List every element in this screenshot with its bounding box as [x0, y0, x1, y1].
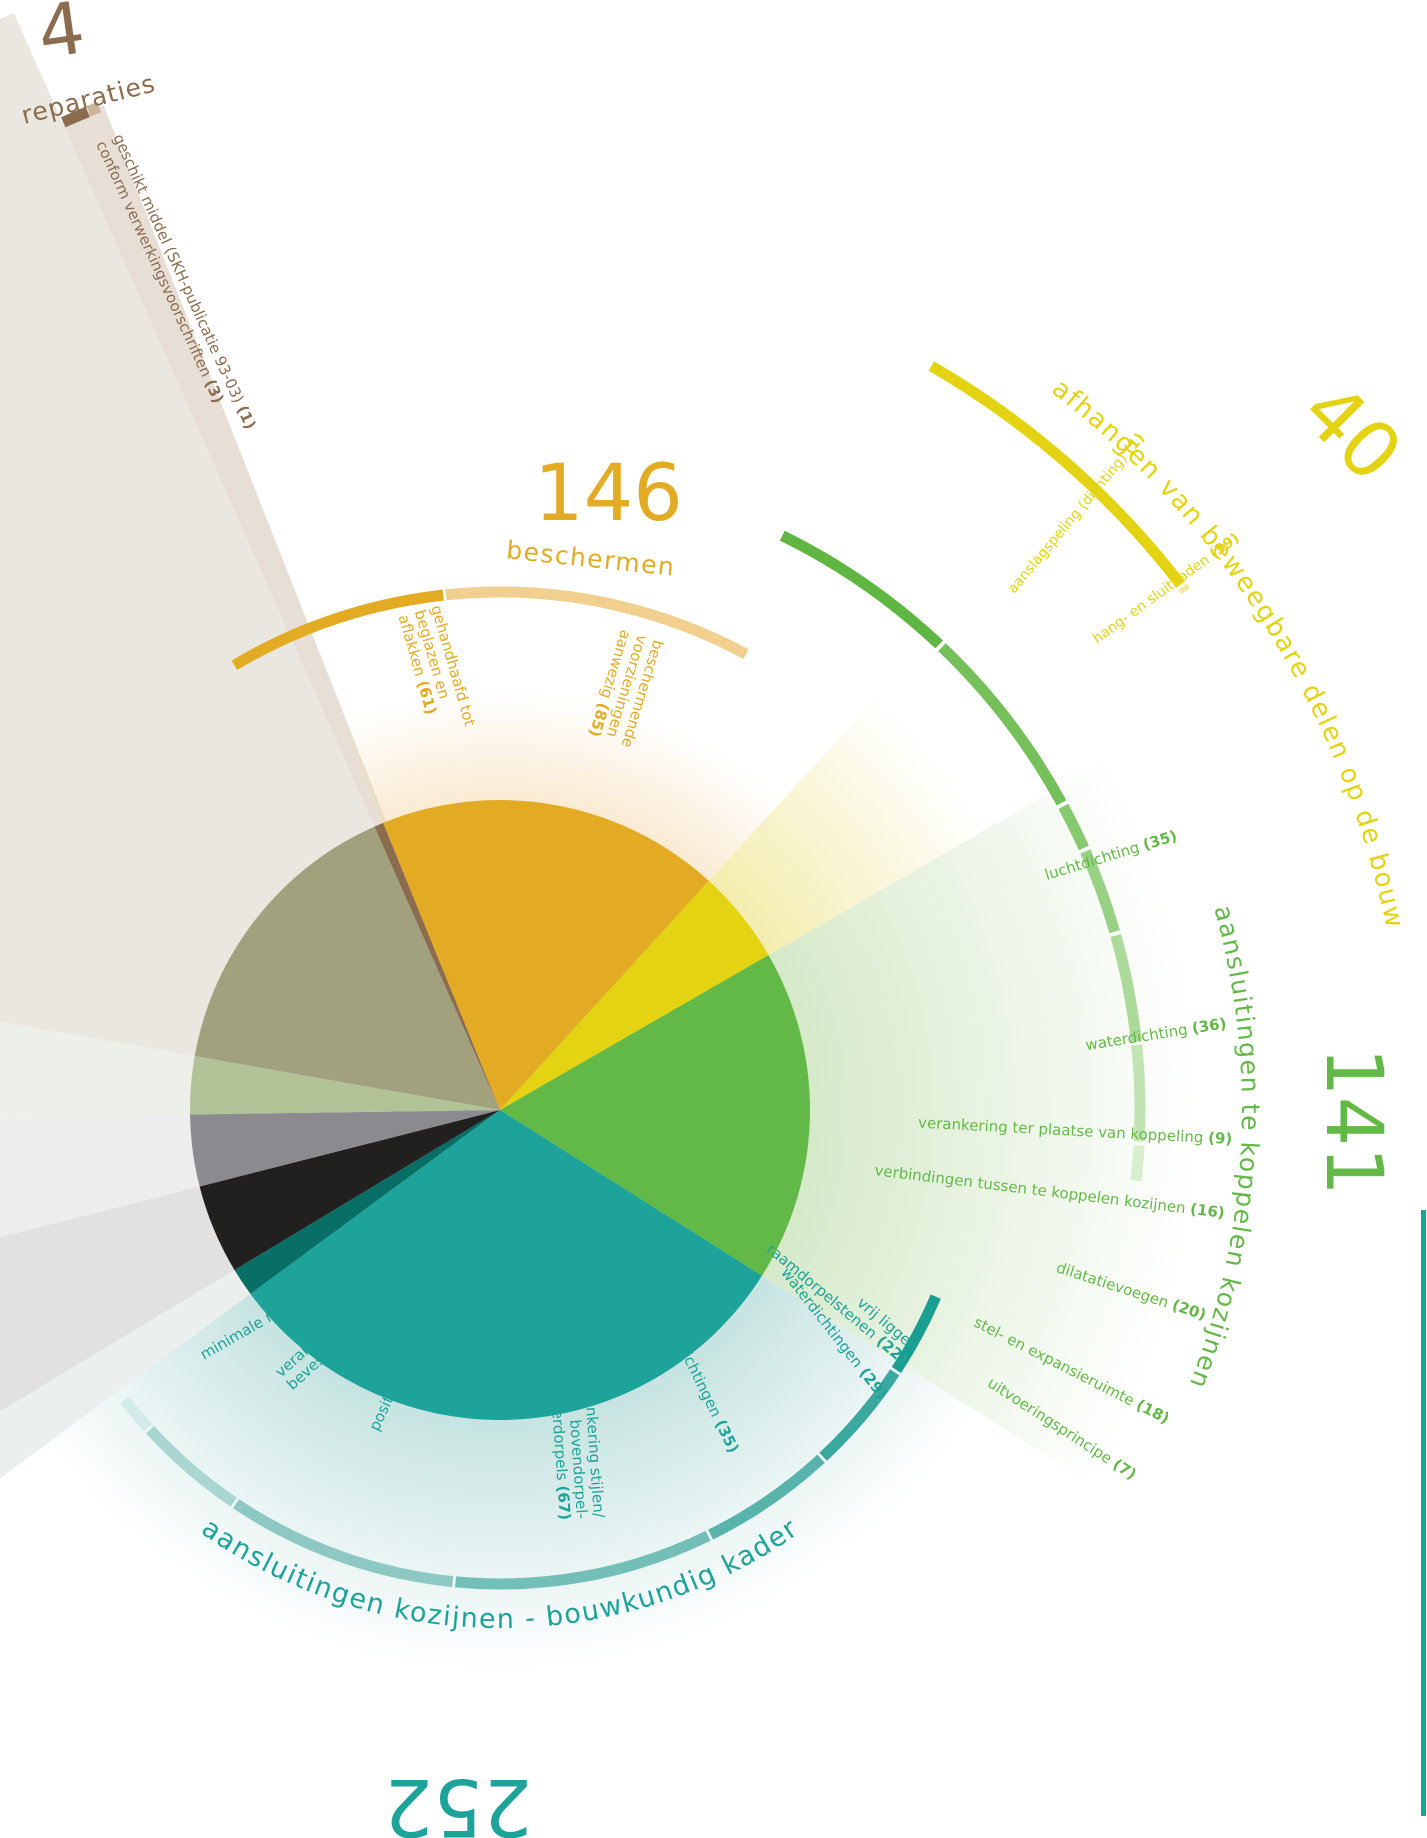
pie-slice-teal_dark — [234, 1110, 500, 1294]
koppelen-arc-segment-1 — [779, 530, 943, 649]
category-arcs — [61, 102, 1191, 1590]
afhangen-total: 40 — [1285, 366, 1419, 500]
kader-total: 252 — [384, 1761, 533, 1838]
afhangen-arc-segment-1 — [928, 361, 1186, 588]
koppelen-arc-segment-2 — [938, 643, 1067, 806]
beam-teal_dark — [0, 1110, 500, 1479]
side-rule — [1421, 1210, 1426, 1816]
kader-item-4: verankering stijlen/bovendorpel-onderdor… — [546, 1373, 608, 1521]
pie-slice-grey — [190, 1110, 500, 1187]
beschermen-arc-segment-2 — [445, 586, 749, 659]
kader-arc-segment-5 — [233, 1499, 454, 1588]
pie-slice-black — [199, 1110, 500, 1271]
pie-slice-olive — [194, 826, 500, 1110]
kader-arc-segment-7 — [120, 1396, 153, 1432]
koppelen-total: 141 — [1308, 1047, 1398, 1196]
koppelen-arc-segment-3 — [1058, 803, 1089, 851]
pie-slice-yellow — [500, 880, 769, 1110]
koppelen-arc-segment-7 — [1130, 1145, 1145, 1182]
kader-arc-segment-2 — [819, 1369, 900, 1461]
pie-slice-teal — [250, 1110, 763, 1420]
reparaties-total: 4 — [33, 0, 90, 75]
afhangen-item-2: hang- en sluitnaden (39) — [1090, 530, 1242, 647]
reparaties-arc-segment-1 — [61, 106, 90, 128]
kader-arc-segment-6 — [146, 1426, 237, 1507]
pie-slice-sage — [189, 1056, 501, 1115]
koppelen-arc-segment-4 — [1080, 849, 1120, 934]
beschermen-arc-segment-1 — [231, 589, 444, 671]
pie-slices — [189, 800, 810, 1420]
afhangen-arc-segment-2 — [1178, 583, 1191, 595]
kader-arc-segment-1 — [891, 1294, 941, 1373]
kader-arc-segment-4 — [455, 1530, 711, 1590]
beschermen-total: 146 — [534, 449, 683, 539]
beschermen-title: beschermen — [505, 535, 677, 582]
koppelen-arc-segment-6 — [1131, 1044, 1146, 1142]
pie-slice-brown — [374, 822, 500, 1110]
kader-arc-segment-3 — [708, 1454, 825, 1540]
koppelen-arc-segment-5 — [1110, 933, 1142, 1042]
reparaties-arc-segment-2 — [86, 102, 102, 117]
fan-green — [500, 750, 1220, 1495]
pie-slice-green — [500, 955, 810, 1276]
pie-slice-orange — [383, 800, 709, 1110]
